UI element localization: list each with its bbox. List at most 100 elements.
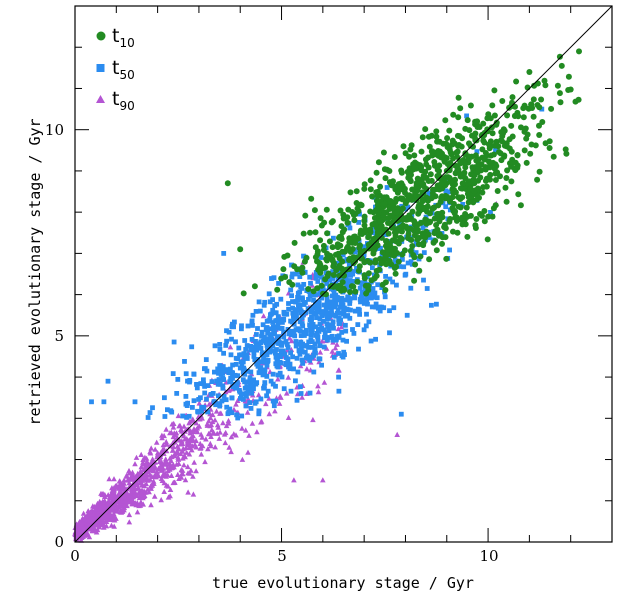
point-t10 (507, 160, 513, 167)
point-t50 (245, 323, 251, 329)
point-t10 (397, 234, 404, 241)
point-t50 (330, 337, 336, 343)
point-t10 (515, 113, 522, 120)
point-t10 (554, 82, 561, 89)
point-t50 (377, 308, 383, 314)
point-t90 (154, 472, 161, 478)
point-t50 (314, 315, 319, 320)
point-t10 (387, 247, 394, 253)
point-t50 (257, 308, 263, 314)
point-t50 (301, 282, 307, 287)
point-t90 (170, 424, 177, 430)
point-t50 (203, 357, 209, 362)
point-t50 (211, 399, 217, 404)
point-t10 (371, 215, 378, 221)
point-t10 (341, 287, 348, 293)
point-t50 (313, 324, 319, 330)
point-t50 (244, 393, 249, 399)
point-t50 (266, 318, 272, 323)
point-t10 (509, 94, 516, 101)
point-t50 (241, 365, 247, 371)
point-t10 (471, 172, 478, 179)
point-t50 (364, 300, 369, 305)
point-t50 (290, 354, 295, 360)
point-t10 (392, 199, 399, 206)
point-t50 (275, 324, 281, 330)
point-t90 (131, 488, 138, 494)
point-t10 (483, 183, 490, 190)
point-t50 (340, 300, 345, 306)
point-t50 (324, 297, 330, 303)
point-t10 (347, 248, 354, 255)
point-t10 (330, 272, 337, 278)
point-t50 (234, 412, 239, 418)
point-t10 (503, 175, 510, 181)
point-t10 (338, 233, 344, 240)
point-t10 (383, 194, 390, 201)
point-t50 (220, 364, 226, 369)
point-t50 (274, 301, 280, 307)
point-t50 (341, 349, 347, 355)
point-t10 (308, 195, 315, 202)
point-t50 (268, 312, 273, 318)
point-t50 (333, 337, 339, 343)
point-t50 (304, 353, 310, 359)
point-t10 (504, 167, 511, 174)
point-t90 (106, 494, 113, 500)
point-t50 (356, 220, 362, 225)
point-t50 (223, 397, 229, 403)
point-t90 (138, 451, 144, 457)
point-t50 (350, 327, 355, 332)
point-t50 (286, 306, 291, 312)
point-t50 (250, 323, 255, 328)
point-t90 (141, 476, 147, 482)
point-t10 (354, 278, 361, 285)
point-t10 (299, 264, 306, 271)
point-t10 (395, 258, 402, 265)
point-t50 (275, 320, 281, 325)
point-t10 (386, 258, 393, 264)
point-t10 (550, 153, 557, 160)
point-t50 (334, 260, 340, 266)
point-t50 (390, 279, 395, 285)
point-t90 (310, 416, 316, 423)
point-t50 (474, 149, 480, 154)
point-t90 (190, 437, 197, 444)
point-t50 (322, 335, 328, 341)
point-t50 (306, 345, 311, 350)
point-t90 (198, 451, 205, 457)
point-t50 (264, 352, 270, 358)
point-t50 (221, 394, 227, 399)
point-t50 (202, 384, 207, 389)
point-t10 (517, 202, 524, 209)
point-t50 (270, 398, 276, 404)
point-t90 (239, 456, 246, 462)
point-t50 (403, 271, 409, 277)
point-t50 (397, 264, 402, 269)
point-t90 (79, 521, 85, 527)
point-t50 (446, 189, 451, 195)
point-t50 (344, 297, 349, 303)
point-t10 (403, 223, 410, 230)
point-t90 (227, 344, 234, 350)
point-t50 (347, 278, 353, 283)
point-t50 (256, 299, 262, 305)
point-t50 (293, 311, 299, 317)
point-t90 (285, 414, 292, 420)
point-t50 (303, 327, 309, 333)
point-t10 (377, 218, 384, 225)
point-t10 (417, 253, 424, 260)
point-t10 (329, 218, 336, 225)
point-t10 (575, 96, 582, 103)
point-t50 (242, 379, 247, 385)
point-t50 (274, 347, 279, 352)
point-t50 (270, 381, 276, 387)
point-t10 (398, 181, 404, 188)
point-t10 (412, 261, 419, 268)
point-t50 (355, 322, 361, 327)
point-t10 (446, 174, 453, 181)
point-t50 (235, 415, 241, 421)
point-t10 (407, 247, 414, 254)
point-t50 (379, 304, 384, 310)
